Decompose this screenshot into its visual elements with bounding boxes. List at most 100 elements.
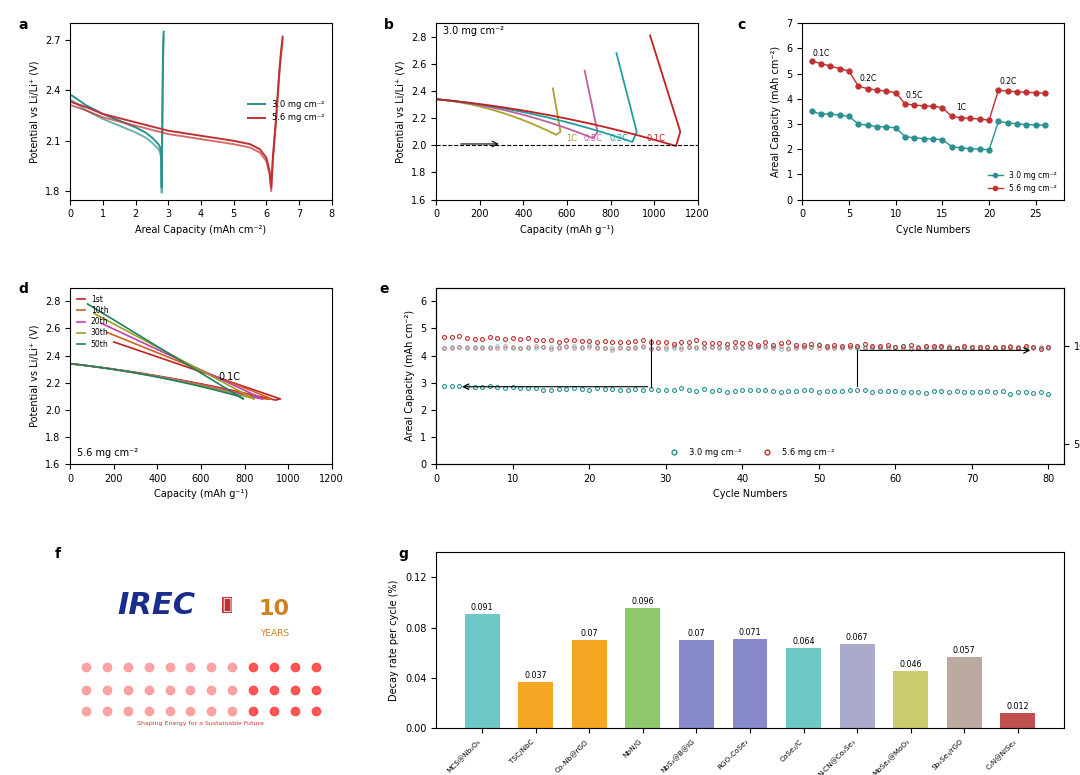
- Text: Shaping Energy for a Sustainable Future: Shaping Energy for a Sustainable Future: [137, 721, 265, 726]
- Bar: [786, 648, 821, 728]
- Y-axis label: Decay rate per cycle (%): Decay rate per cycle (%): [390, 580, 400, 701]
- 20th: [99, 363, 112, 373]
- X-axis label: Cycle Numbers: Cycle Numbers: [713, 489, 787, 499]
- 50th: [96, 363, 109, 373]
- 50th: [235, 394, 248, 403]
- Bar: [1000, 713, 1036, 728]
- Line: 1st: 1st: [70, 342, 281, 400]
- 50th: [81, 299, 94, 308]
- 50th: [72, 360, 85, 370]
- Y-axis label: Potential vs Li/Li⁺ (V): Potential vs Li/Li⁺ (V): [29, 325, 40, 427]
- Line: 10th: 10th: [70, 332, 272, 399]
- 10th: [265, 394, 278, 404]
- Text: 0.1C: 0.1C: [218, 372, 241, 382]
- Text: 0.057: 0.057: [953, 646, 975, 655]
- 20th: [94, 319, 107, 328]
- Bar: [893, 670, 928, 728]
- Text: 0.2C: 0.2C: [859, 74, 876, 83]
- Text: 0.07: 0.07: [581, 629, 598, 639]
- Text: 0.2C: 0.2C: [999, 77, 1016, 86]
- 50th: [195, 369, 208, 378]
- Text: c: c: [737, 18, 745, 32]
- 50th: [64, 359, 77, 368]
- Line: 30th: 30th: [70, 313, 254, 399]
- 20th: [257, 394, 270, 404]
- Text: IREC: IREC: [118, 591, 195, 619]
- 20th: [94, 363, 107, 372]
- 10th: [183, 377, 195, 387]
- 10th: [260, 394, 273, 404]
- Text: 0.071: 0.071: [739, 629, 761, 637]
- Legend: 3.0 mg cm⁻², 5.6 mg cm⁻²: 3.0 mg cm⁻², 5.6 mg cm⁻²: [985, 168, 1059, 196]
- Text: 0.091: 0.091: [471, 603, 494, 612]
- 30th: [246, 394, 259, 403]
- 30th: [205, 371, 218, 381]
- Text: 0.096: 0.096: [632, 597, 654, 606]
- Bar: [572, 640, 607, 728]
- 1st: [97, 363, 110, 372]
- Bar: [840, 644, 875, 728]
- Text: YEARS: YEARS: [259, 629, 288, 638]
- Y-axis label: Areal Capacity (mAh cm⁻²): Areal Capacity (mAh cm⁻²): [771, 46, 781, 177]
- X-axis label: Capacity (mAh g⁻¹): Capacity (mAh g⁻¹): [153, 489, 248, 499]
- Legend: 3.0 mg cm⁻², 5.6 mg cm⁻²: 3.0 mg cm⁻², 5.6 mg cm⁻²: [663, 444, 837, 460]
- Bar: [625, 608, 660, 728]
- Text: e: e: [380, 282, 389, 296]
- 50th: [165, 375, 178, 384]
- Bar: [732, 639, 768, 728]
- 10th: [64, 359, 77, 368]
- 30th: [172, 376, 185, 385]
- 30th: [93, 363, 106, 372]
- X-axis label: Areal Capacity (mAh cm⁻²): Areal Capacity (mAh cm⁻²): [135, 225, 267, 235]
- 10th: [100, 328, 113, 337]
- 20th: [177, 377, 190, 386]
- Bar: [947, 656, 982, 728]
- Line: 20th: 20th: [70, 323, 264, 399]
- Text: 3.0 mg cm⁻²: 3.0 mg cm⁻²: [443, 26, 503, 36]
- 1st: [103, 364, 116, 374]
- 1st: [75, 360, 87, 370]
- 30th: [87, 308, 100, 318]
- 30th: [64, 359, 77, 368]
- 1st: [107, 337, 120, 346]
- Line: 50th: 50th: [70, 304, 243, 399]
- Text: 1C: 1C: [566, 134, 577, 143]
- Bar: [464, 614, 500, 728]
- Text: 0.037: 0.037: [525, 671, 548, 680]
- Text: 10: 10: [258, 598, 289, 618]
- Text: 0.5C: 0.5C: [583, 134, 603, 143]
- 30th: [72, 360, 85, 370]
- 1st: [273, 394, 286, 404]
- 10th: [102, 363, 114, 373]
- 1st: [64, 359, 77, 368]
- 20th: [73, 360, 86, 370]
- 20th: [255, 394, 268, 404]
- Text: g: g: [399, 547, 408, 561]
- 10th: [73, 360, 86, 370]
- Text: 0.1C: 0.1C: [647, 134, 666, 143]
- 30th: [98, 363, 111, 373]
- Text: 0.1C: 0.1C: [812, 49, 829, 58]
- Text: 0.067: 0.067: [846, 633, 868, 642]
- Bar: [679, 640, 714, 728]
- 30th: [247, 394, 260, 404]
- Text: d: d: [18, 282, 28, 296]
- 10th: [221, 377, 234, 386]
- 10th: [95, 363, 108, 372]
- Legend: 1st, 10th, 20th, 30th, 50th: 1st, 10th, 20th, 30th, 50th: [75, 291, 111, 352]
- Text: 0.046: 0.046: [900, 660, 922, 669]
- Text: f: f: [54, 547, 60, 561]
- Text: 0.2C: 0.2C: [610, 134, 629, 143]
- Y-axis label: Potential vs Li/Li⁺ (V): Potential vs Li/Li⁺ (V): [395, 60, 405, 163]
- 1st: [230, 379, 243, 388]
- 50th: [237, 394, 249, 404]
- 20th: [64, 359, 77, 368]
- Text: 1C: 1C: [956, 103, 967, 112]
- 50th: [91, 363, 104, 372]
- Y-axis label: Potential vs Li/Li⁺ (V): Potential vs Li/Li⁺ (V): [29, 60, 40, 163]
- Bar: [518, 682, 553, 728]
- Text: 0.07: 0.07: [688, 629, 705, 639]
- Text: Ⓡ: Ⓡ: [222, 598, 231, 612]
- Text: b: b: [384, 18, 394, 32]
- X-axis label: Capacity (mAh g⁻¹): Capacity (mAh g⁻¹): [519, 225, 615, 235]
